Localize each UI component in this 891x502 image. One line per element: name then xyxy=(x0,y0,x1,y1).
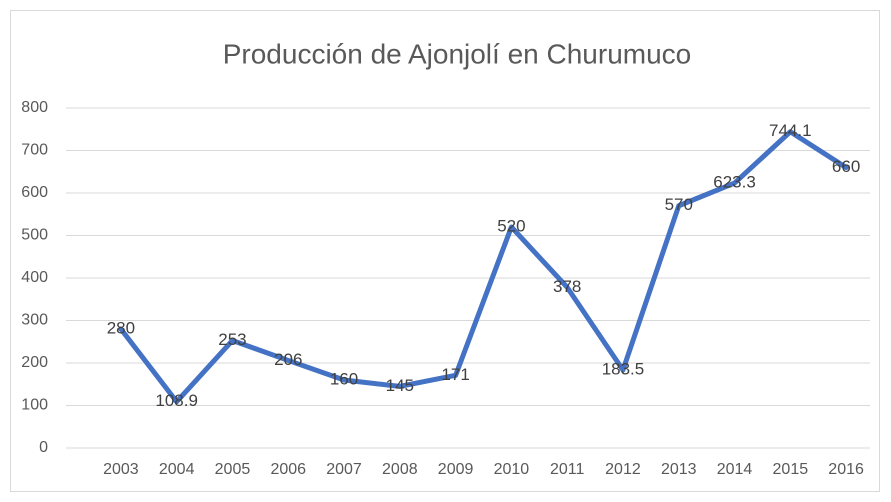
x-tick-label: 2012 xyxy=(605,461,641,478)
x-tick-label: 2015 xyxy=(773,461,809,478)
data-label: 280 xyxy=(107,318,135,337)
data-label: 183.5 xyxy=(602,359,645,378)
x-tick-label: 2004 xyxy=(159,461,195,478)
y-tick-label: 0 xyxy=(39,439,48,456)
data-label: 520 xyxy=(497,216,525,235)
data-label: 660 xyxy=(832,157,860,176)
x-tick-label: 2003 xyxy=(103,461,139,478)
x-tick-label: 2006 xyxy=(270,461,306,478)
x-tick-label: 2010 xyxy=(494,461,530,478)
x-tick-label: 2016 xyxy=(828,461,864,478)
y-tick-label: 500 xyxy=(21,227,48,244)
data-label: 160 xyxy=(330,369,358,388)
data-label: 378 xyxy=(553,277,581,296)
data-label: 744.1 xyxy=(769,121,812,140)
x-tick-label: 2013 xyxy=(661,461,697,478)
data-label: 253 xyxy=(218,330,246,349)
y-tick-label: 100 xyxy=(21,397,48,414)
data-label: 206 xyxy=(274,350,302,369)
y-tick-label: 800 xyxy=(21,99,48,116)
x-tick-label: 2011 xyxy=(550,461,585,478)
x-tick-label: 2009 xyxy=(438,461,474,478)
x-tick-label: 2008 xyxy=(382,461,418,478)
chart-border xyxy=(10,10,880,492)
data-label: 145 xyxy=(386,376,414,395)
data-label: 108.9 xyxy=(155,391,198,410)
y-tick-label: 200 xyxy=(21,354,48,371)
y-tick-label: 400 xyxy=(21,269,48,286)
y-tick-label: 600 xyxy=(21,184,48,201)
y-tick-label: 700 xyxy=(21,142,48,159)
x-tick-label: 2014 xyxy=(717,461,753,478)
chart-title: Producción de Ajonjolí en Churumuco xyxy=(223,38,692,69)
x-tick-label: 2005 xyxy=(215,461,251,478)
x-tick-label: 2007 xyxy=(326,461,362,478)
data-label: 570 xyxy=(665,195,693,214)
data-label: 623.3 xyxy=(713,173,756,192)
data-line xyxy=(118,129,849,405)
data-label: 171 xyxy=(441,365,469,384)
y-tick-label: 300 xyxy=(21,312,48,329)
